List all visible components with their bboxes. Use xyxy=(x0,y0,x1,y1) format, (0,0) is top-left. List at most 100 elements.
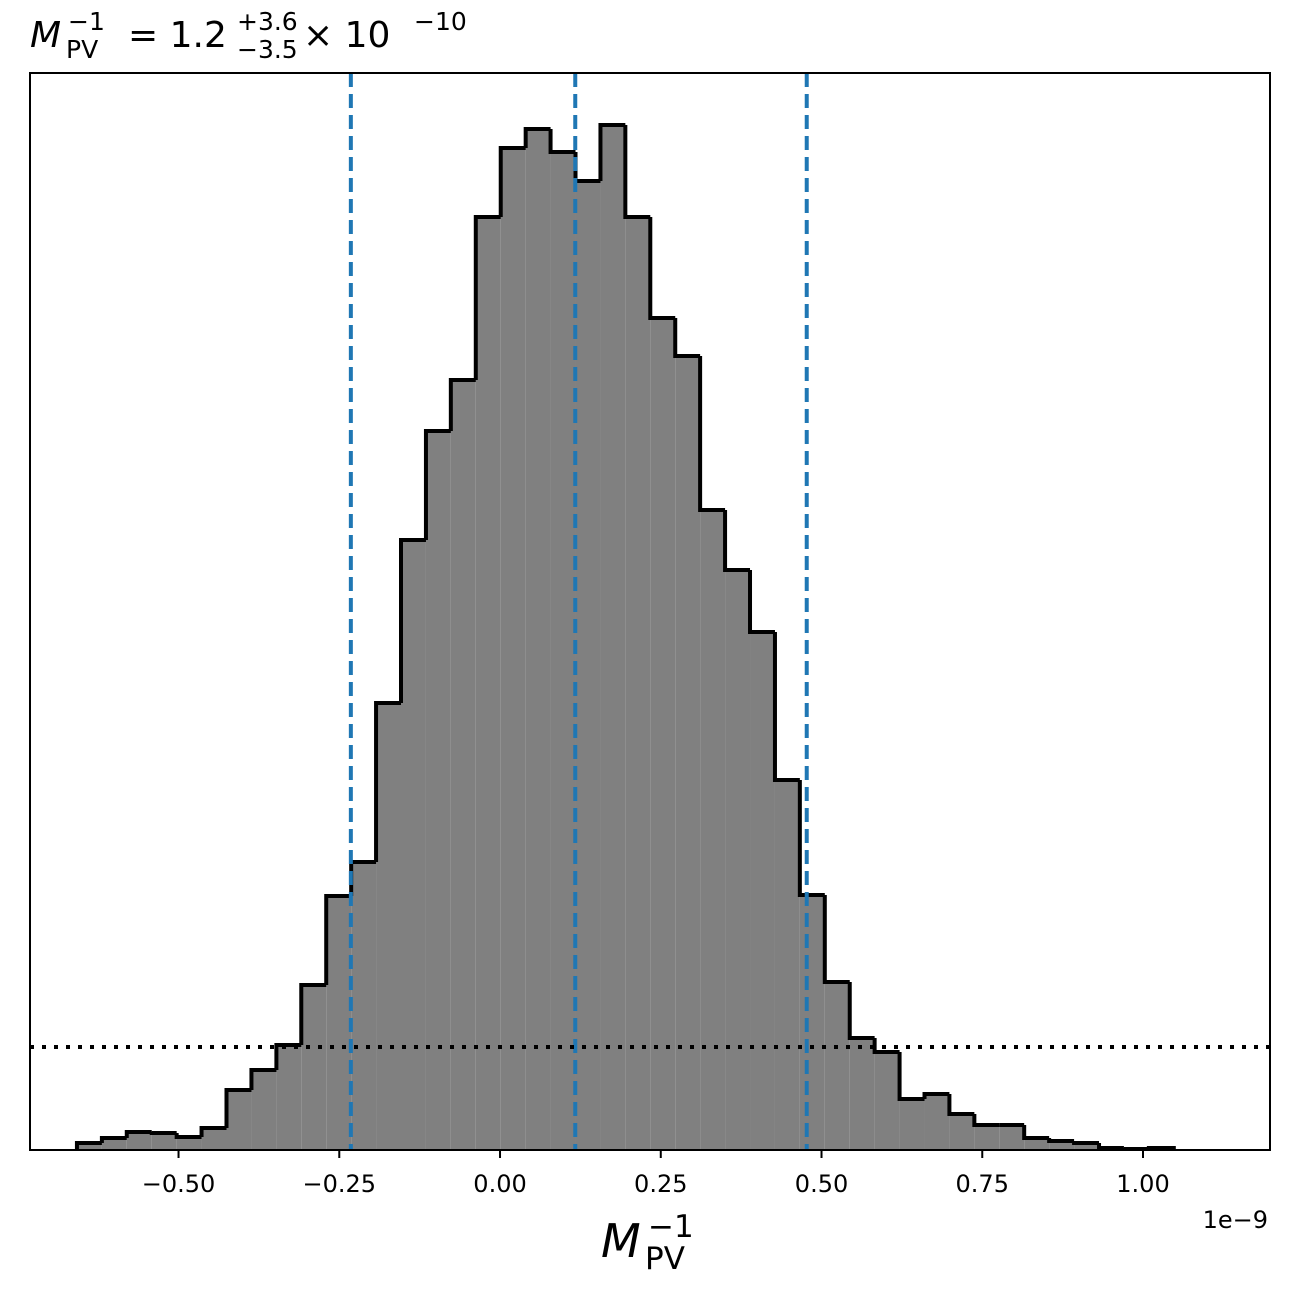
histogram-outline xyxy=(74,1141,102,1150)
histogram-bar xyxy=(774,780,800,1150)
histogram-bar xyxy=(201,1128,227,1150)
histogram-outline xyxy=(249,1068,277,1090)
histogram-outline xyxy=(473,215,501,380)
histogram-bar xyxy=(899,1099,925,1150)
histogram-bar xyxy=(974,1125,1000,1150)
histogram-outline xyxy=(623,125,651,219)
histogram-outline xyxy=(224,1088,252,1128)
histogram-bar xyxy=(401,540,426,1150)
histogram-bar xyxy=(550,152,576,1150)
title-subscript: PV xyxy=(66,35,98,64)
histogram-outline xyxy=(548,129,576,154)
histogram-bar xyxy=(525,129,551,1150)
histogram-outline xyxy=(149,1131,177,1135)
histogram-outline xyxy=(124,1130,152,1138)
histogram-bar xyxy=(351,862,377,1150)
histogram-outline xyxy=(872,1038,900,1054)
histogram-outline xyxy=(673,318,701,358)
histogram-bar xyxy=(176,1137,202,1150)
histogram-bar xyxy=(675,356,701,1150)
histogram-outline xyxy=(648,217,676,320)
histogram-outline xyxy=(772,632,800,782)
x-tick-label: −0.50 xyxy=(142,1170,216,1198)
histogram-bar xyxy=(425,431,451,1150)
histogram-bar xyxy=(575,181,601,1150)
chart-title: M PV −1 = 1.2 +3.6 −3.5 × 10 −10 xyxy=(30,0,467,67)
histogram-outline xyxy=(99,1136,127,1143)
histogram-outline xyxy=(598,123,626,181)
title-lower-error: −3.5 xyxy=(237,35,298,64)
histogram-outline xyxy=(523,127,551,148)
histogram-bar xyxy=(1049,1141,1075,1150)
histogram-outline xyxy=(723,510,751,572)
histogram-outline xyxy=(399,538,426,703)
title-symbol: M xyxy=(30,15,61,56)
histogram-bar xyxy=(874,1052,900,1150)
histogram-outline xyxy=(822,895,850,984)
histogram-bar xyxy=(750,632,775,1150)
histogram-bar xyxy=(1074,1143,1100,1150)
histogram-outline xyxy=(1022,1125,1050,1140)
histogram-bar xyxy=(450,380,476,1150)
histogram-outline xyxy=(299,983,327,1045)
histogram-bar xyxy=(824,982,850,1150)
x-tick-label: 0.00 xyxy=(473,1170,526,1198)
title-exponent: −10 xyxy=(414,7,467,36)
histogram-bar xyxy=(600,125,626,1150)
x-tick-label: 0.25 xyxy=(634,1170,687,1198)
histogram-bar xyxy=(924,1094,950,1150)
x-tick-label: 1.00 xyxy=(1116,1170,1169,1198)
histogram-bar xyxy=(475,217,501,1150)
histogram-outline xyxy=(174,1133,202,1139)
histogram-outline xyxy=(1047,1138,1075,1143)
x-axis-label: M PV −1 xyxy=(601,1209,700,1280)
histogram-outline xyxy=(448,378,476,431)
histogram-bar xyxy=(126,1132,152,1150)
histogram-outline xyxy=(1097,1143,1124,1150)
plot-frame xyxy=(29,72,1271,1151)
histogram-outline xyxy=(947,1094,975,1116)
histogram-bar xyxy=(101,1138,127,1150)
histogram-bar xyxy=(700,510,726,1150)
histogram-outline xyxy=(274,1043,302,1070)
histogram-outline xyxy=(199,1126,227,1137)
histogram-outline xyxy=(1121,1147,1149,1151)
histogram-outline xyxy=(698,356,726,512)
xlabel-subscript: PV xyxy=(645,1241,685,1277)
histogram-outline xyxy=(897,1052,925,1101)
histogram-outline xyxy=(498,146,526,217)
title-value: = 1.2 xyxy=(128,15,227,56)
histogram-outline xyxy=(1072,1141,1100,1145)
histogram-outline xyxy=(423,429,451,540)
histogram-outline xyxy=(797,780,825,897)
histogram-bar xyxy=(500,148,526,1150)
xlabel-symbol: M xyxy=(601,1214,641,1268)
histogram-bar xyxy=(276,1045,302,1150)
histogram-bar xyxy=(251,1070,277,1150)
histogram-outline xyxy=(324,894,352,985)
histogram-bar xyxy=(949,1114,975,1150)
histogram-bar xyxy=(301,985,327,1150)
x-tick-label: −0.25 xyxy=(303,1170,377,1198)
histogram-outline xyxy=(374,701,402,862)
histogram-bar xyxy=(799,895,825,1150)
histogram-bar xyxy=(76,1143,102,1150)
histogram-bar xyxy=(326,896,352,1150)
histogram-outline xyxy=(847,982,875,1040)
histogram-bar xyxy=(376,703,402,1150)
histogram-bar xyxy=(226,1090,252,1150)
histogram-bar xyxy=(999,1125,1025,1150)
histogram-outline xyxy=(573,152,601,183)
title-scale: × 10 xyxy=(303,15,390,56)
x-offset-text: 1e−9 xyxy=(1203,1206,1268,1234)
histogram-bar xyxy=(151,1133,177,1150)
histogram-bar xyxy=(650,318,676,1150)
histogram-bar xyxy=(1024,1138,1050,1150)
histogram-outline xyxy=(922,1092,950,1099)
histogram-outline xyxy=(972,1114,1000,1127)
histogram-bar xyxy=(725,570,751,1150)
title-superscript: −1 xyxy=(68,7,105,36)
title-upper-error: +3.6 xyxy=(237,7,298,36)
histogram-bar xyxy=(625,217,651,1150)
